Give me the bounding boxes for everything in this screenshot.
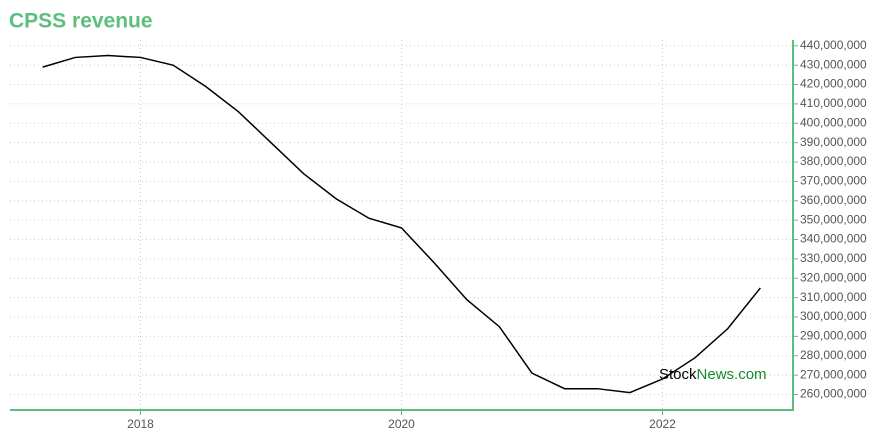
watermark-part: Stock	[659, 366, 697, 383]
x-tick-label: 2020	[388, 417, 415, 431]
y-tick-label: 270,000,000	[800, 367, 867, 381]
y-tick-label: 400,000,000	[800, 115, 867, 129]
y-tick-label: 290,000,000	[800, 329, 867, 343]
y-tick-label: 440,000,000	[800, 38, 867, 52]
watermark-part: News.com	[697, 366, 767, 383]
watermark: StockNews.com	[659, 366, 767, 383]
y-tick-label: 380,000,000	[800, 154, 867, 168]
y-tick-label: 280,000,000	[800, 348, 867, 362]
y-tick-label: 430,000,000	[800, 57, 867, 71]
y-tick-label: 420,000,000	[800, 77, 867, 91]
y-tick-label: 370,000,000	[800, 174, 867, 188]
y-tick-label: 310,000,000	[800, 290, 867, 304]
y-tick-label: 350,000,000	[800, 212, 867, 226]
y-tick-label: 360,000,000	[800, 193, 867, 207]
y-tick-label: 320,000,000	[800, 270, 867, 284]
y-tick-label: 410,000,000	[800, 96, 867, 110]
y-tick-label: 300,000,000	[800, 309, 867, 323]
line	[42, 54, 761, 394]
x-tick-label: 2022	[649, 417, 676, 431]
y-tick-label: 340,000,000	[800, 232, 867, 246]
y-tick-label: 330,000,000	[800, 251, 867, 265]
chart-title: CPSS revenue	[9, 10, 153, 33]
y-tick-label: 260,000,000	[800, 387, 867, 401]
y-tick-label: 390,000,000	[800, 135, 867, 149]
x-tick-label: 2018	[127, 417, 154, 431]
